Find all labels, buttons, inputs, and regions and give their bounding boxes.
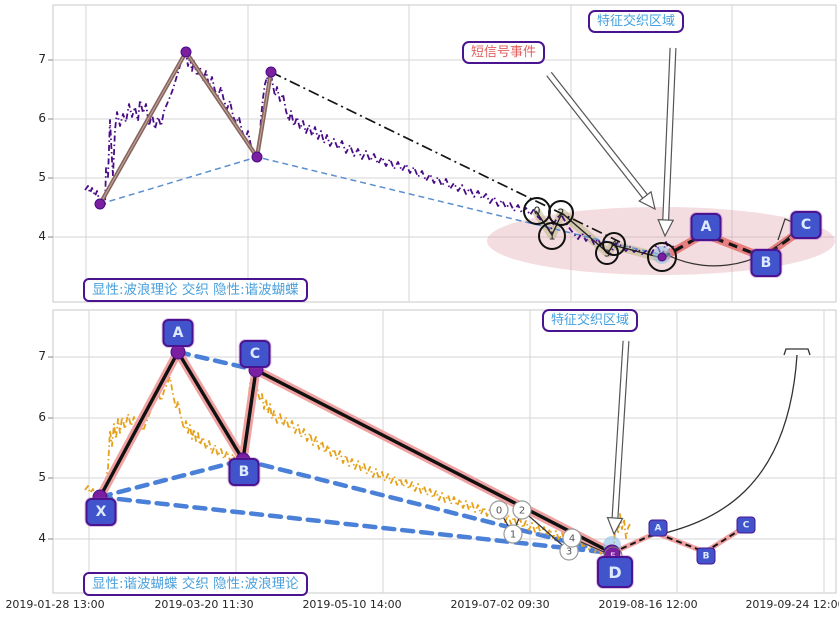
- forecast-dash-top: [661, 227, 804, 260]
- wave-count-2-top: 2: [548, 200, 574, 226]
- swing-dot: [657, 252, 667, 262]
- price-line-bottom: [84, 376, 631, 557]
- badge-forecast-b: B: [696, 547, 716, 565]
- svg-text:2: 2: [558, 207, 565, 220]
- wave-count-2-bottom: 2: [512, 500, 532, 520]
- badge-bottom-C: C: [239, 340, 271, 368]
- wave-line-top: [535, 210, 663, 259]
- elliott-lines-top: [98, 49, 274, 206]
- price-line-top: [84, 52, 678, 259]
- swing-dot: [251, 151, 263, 163]
- y-tick-label: 6: [38, 111, 46, 125]
- interweave-arrow-top: [657, 47, 677, 238]
- svg-text:1: 1: [549, 230, 556, 243]
- interweave-annotation-top: 特征交织区域: [588, 10, 685, 33]
- svg-text:4: 4: [569, 534, 575, 545]
- legend-top-panel: 显性:波浪理论 交织 隐性:谐波蝴蝶: [83, 278, 308, 302]
- short-signal-annotation: 短信号事件: [462, 41, 546, 64]
- x-tick-label: 2019-01-28 13:00: [5, 598, 105, 611]
- forecast-dash-bottom: [611, 527, 744, 554]
- badge-bottom-B: B: [228, 458, 260, 486]
- x-tick-label: 2019-05-10 14:00: [302, 598, 402, 611]
- y-tick-label: 6: [38, 410, 46, 424]
- badge-top-A: A: [690, 213, 722, 241]
- bottom-plot-area: [52, 309, 837, 594]
- svg-text:3: 3: [604, 249, 610, 260]
- wave-count-4-bottom: 4: [562, 528, 582, 548]
- y-tick-label: 7: [38, 349, 46, 363]
- x-tick-label: 2019-09-24 12:00: [745, 598, 839, 611]
- x-tick-label: 2019-07-02 09:30: [450, 598, 550, 611]
- wave-count-4-top: 4: [602, 232, 626, 256]
- legend-bottom-panel: 显性:谐波蝴蝶 交织 隐性:波浪理论: [83, 572, 308, 596]
- svg-text:0: 0: [534, 205, 541, 218]
- badge-top-C: C: [790, 211, 822, 239]
- wave-count-1-top: 1: [538, 222, 566, 250]
- svg-text:3: 3: [566, 547, 572, 558]
- badge-bottom-A: A: [162, 319, 194, 347]
- wave-count-3-top: 3: [595, 241, 619, 265]
- interweave-annotation-bottom: 特征交织区域: [542, 309, 639, 332]
- badge-bottom-D: D: [597, 556, 633, 588]
- y-tick-label: 5: [38, 170, 46, 184]
- badge-top-B: B: [750, 249, 782, 277]
- short-signal-arrow: [546, 71, 656, 211]
- link-arc-bottom: [647, 354, 798, 538]
- wave-count-5-top: [647, 242, 677, 272]
- wave-count-0-bottom: 0: [489, 500, 509, 520]
- interweave-arrow-bottom: [606, 340, 630, 536]
- swing-dot: [265, 66, 277, 78]
- x-tick-label: 2019-03-20 11:30: [154, 598, 254, 611]
- svg-text:4: 4: [611, 240, 617, 251]
- elliott-lines-top-sheen: [99, 51, 272, 205]
- harmonic-xb-dashed: [97, 457, 246, 500]
- y-tick-label: 7: [38, 52, 46, 66]
- badge-forecast-a: A: [648, 519, 668, 537]
- badge-bottom-X: X: [85, 498, 117, 526]
- svg-text:0: 0: [496, 506, 502, 517]
- y-tick-label: 4: [38, 229, 46, 243]
- y-tick-label: 4: [38, 531, 46, 545]
- harmonic-xd-dashed: [97, 494, 615, 556]
- arc-cap-bottom: [783, 348, 811, 356]
- y-axis-ticks: [48, 59, 53, 540]
- wave-count-1-bottom: 1: [503, 524, 523, 544]
- swing-dot: [94, 198, 106, 210]
- badge-forecast-c: C: [736, 516, 756, 534]
- swing-dot: [180, 46, 192, 58]
- harmonic-dot-a: [170, 344, 186, 360]
- svg-text:2: 2: [519, 506, 525, 517]
- bottom-gridlines: [53, 310, 836, 593]
- svg-text:1: 1: [510, 530, 516, 541]
- arc-cap-top: [777, 218, 793, 241]
- y-tick-label: 5: [38, 470, 46, 484]
- harmonic-bd-dashed: [240, 457, 615, 556]
- x-tick-label: 2019-08-16 12:00: [598, 598, 698, 611]
